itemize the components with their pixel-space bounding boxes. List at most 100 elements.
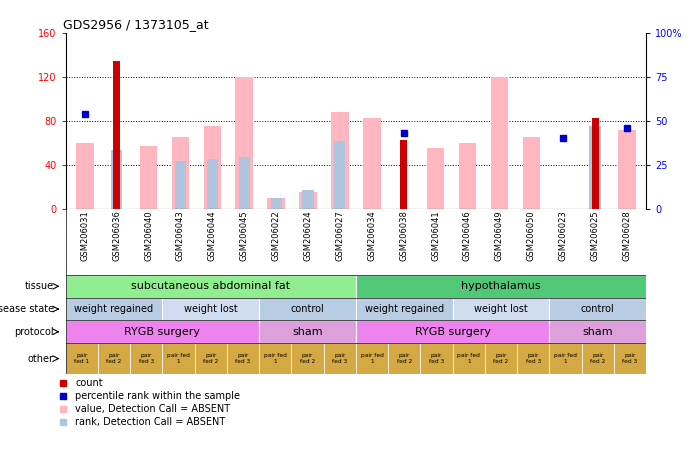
Text: count: count [75, 378, 103, 388]
Text: GSM206028: GSM206028 [623, 210, 632, 261]
Bar [299, 192, 316, 209]
Text: pair fed
1: pair fed 1 [361, 353, 384, 364]
Bar [113, 61, 120, 209]
Text: pair
fed 3: pair fed 3 [236, 353, 251, 364]
Bar [522, 137, 540, 209]
Text: value, Detection Call = ABSENT: value, Detection Call = ABSENT [75, 404, 230, 414]
Text: protocol: protocol [15, 327, 54, 337]
Bar [356, 298, 453, 320]
Text: weight regained: weight regained [365, 304, 444, 314]
Text: disease state: disease state [0, 304, 54, 314]
Bar [171, 137, 189, 209]
Bar [140, 146, 158, 209]
Bar [162, 298, 259, 320]
Text: GSM206041: GSM206041 [431, 210, 440, 261]
Bar [66, 275, 356, 298]
Text: GSM206046: GSM206046 [463, 210, 472, 261]
Bar [459, 143, 476, 209]
Bar [323, 343, 356, 374]
Bar [485, 343, 517, 374]
Text: pair
fed 2: pair fed 2 [590, 353, 605, 364]
Text: GSM206024: GSM206024 [303, 210, 312, 261]
Text: GSM206022: GSM206022 [272, 210, 281, 261]
Text: other: other [28, 354, 54, 364]
Bar [453, 298, 549, 320]
Bar [400, 139, 407, 209]
Bar [453, 343, 485, 374]
Text: pair fed
1: pair fed 1 [167, 353, 190, 364]
Bar [66, 320, 259, 343]
Text: control: control [291, 304, 324, 314]
Bar [259, 343, 292, 374]
Bar [195, 343, 227, 374]
Text: pair
fed 2: pair fed 2 [493, 353, 509, 364]
Bar [259, 320, 356, 343]
Bar [267, 198, 285, 209]
Text: pair fed
1: pair fed 1 [554, 353, 577, 364]
Bar [582, 343, 614, 374]
Bar [331, 112, 349, 209]
Text: GSM206044: GSM206044 [208, 210, 217, 261]
Text: pair
fed 1: pair fed 1 [74, 353, 89, 364]
Text: RYGB surgery: RYGB surgery [415, 327, 491, 337]
Bar [175, 162, 186, 209]
Text: percentile rank within the sample: percentile rank within the sample [75, 391, 240, 401]
Bar [356, 343, 388, 374]
Text: weight regained: weight regained [75, 304, 153, 314]
Text: GSM206036: GSM206036 [112, 210, 121, 261]
Bar [363, 118, 381, 209]
Text: RYGB surgery: RYGB surgery [124, 327, 200, 337]
Bar [259, 298, 356, 320]
Bar [227, 343, 259, 374]
Bar [356, 320, 549, 343]
Text: control: control [581, 304, 614, 314]
Text: sham: sham [583, 327, 613, 337]
Bar [420, 343, 453, 374]
Text: GSM206034: GSM206034 [368, 210, 377, 261]
Text: GSM206050: GSM206050 [527, 210, 536, 261]
Text: rank, Detection Call = ABSENT: rank, Detection Call = ABSENT [75, 417, 225, 427]
Bar [271, 198, 282, 209]
Bar [517, 343, 549, 374]
Bar [238, 157, 250, 209]
Text: weight lost: weight lost [474, 304, 528, 314]
Text: pair
fed 3: pair fed 3 [526, 353, 541, 364]
Text: GSM206038: GSM206038 [399, 210, 408, 261]
Text: pair
fed 2: pair fed 2 [106, 353, 122, 364]
Bar [618, 130, 636, 209]
Text: tissue: tissue [25, 281, 54, 292]
Text: subcutaneous abdominal fat: subcutaneous abdominal fat [131, 281, 290, 292]
Text: pair
fed 3: pair fed 3 [332, 353, 348, 364]
Text: pair
fed 3: pair fed 3 [623, 353, 638, 364]
Text: GSM206040: GSM206040 [144, 210, 153, 261]
Bar [66, 298, 162, 320]
Bar [66, 343, 98, 374]
Bar [76, 143, 93, 209]
Text: GSM206027: GSM206027 [335, 210, 344, 261]
Bar [162, 343, 195, 374]
Bar [388, 343, 420, 374]
Text: pair
fed 3: pair fed 3 [429, 353, 444, 364]
Text: sham: sham [292, 327, 323, 337]
Text: pair
fed 2: pair fed 2 [203, 353, 218, 364]
Bar [292, 343, 323, 374]
Text: pair
fed 3: pair fed 3 [139, 353, 154, 364]
Bar [334, 141, 346, 209]
Text: pair
fed 2: pair fed 2 [397, 353, 412, 364]
Text: weight lost: weight lost [184, 304, 238, 314]
Text: hypothalamus: hypothalamus [461, 281, 541, 292]
Text: pair
fed 2: pair fed 2 [300, 353, 315, 364]
Text: pair fed
1: pair fed 1 [457, 353, 480, 364]
Bar [207, 159, 218, 209]
Text: GSM206049: GSM206049 [495, 210, 504, 261]
Bar [98, 343, 130, 374]
Bar [204, 127, 221, 209]
Bar [236, 77, 253, 209]
Text: GSM206045: GSM206045 [240, 210, 249, 261]
Text: GSM206025: GSM206025 [591, 210, 600, 261]
Bar [549, 320, 646, 343]
Bar [591, 118, 598, 209]
Text: GSM206043: GSM206043 [176, 210, 185, 261]
Bar [111, 150, 122, 209]
Bar [303, 190, 314, 209]
